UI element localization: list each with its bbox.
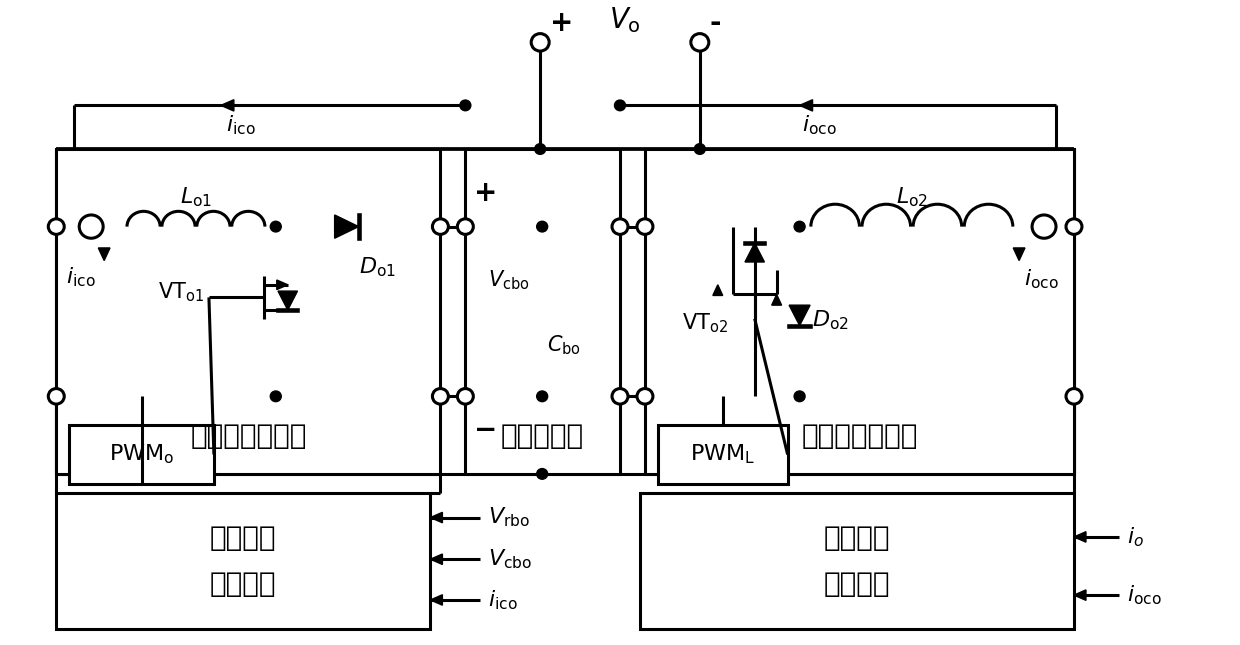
Polygon shape xyxy=(1074,531,1086,542)
Text: $\mathrm{VT}_\mathrm{o1}$: $\mathrm{VT}_\mathrm{o1}$ xyxy=(157,281,203,304)
Bar xyxy=(645,149,1074,474)
Circle shape xyxy=(48,388,64,404)
Text: $i_\mathrm{ico}$: $i_\mathrm{ico}$ xyxy=(489,588,518,611)
Bar xyxy=(465,149,620,474)
Text: −: − xyxy=(474,416,497,444)
Circle shape xyxy=(694,144,706,154)
Text: $i_\mathrm{oco}$: $i_\mathrm{oco}$ xyxy=(1127,583,1162,607)
Circle shape xyxy=(433,388,449,404)
Bar xyxy=(69,426,215,484)
Polygon shape xyxy=(278,291,298,310)
Text: $C_\mathrm{bo}$: $C_\mathrm{bo}$ xyxy=(547,333,582,357)
Text: $\mathrm{PWM_o}$: $\mathrm{PWM_o}$ xyxy=(109,442,175,466)
Bar xyxy=(56,493,430,629)
Text: $L_\mathrm{o1}$: $L_\mathrm{o1}$ xyxy=(180,186,212,209)
Circle shape xyxy=(1066,388,1083,404)
Circle shape xyxy=(1066,219,1083,234)
Text: 快速放电变换器: 快速放电变换器 xyxy=(801,422,918,450)
Polygon shape xyxy=(800,100,812,111)
Polygon shape xyxy=(335,215,358,238)
Text: 平稳充电变换器: 平稳充电变换器 xyxy=(190,422,306,450)
Circle shape xyxy=(458,388,474,404)
Polygon shape xyxy=(430,595,443,605)
Circle shape xyxy=(48,219,64,234)
Circle shape xyxy=(460,100,471,111)
Bar xyxy=(640,493,1074,629)
Text: -: - xyxy=(709,10,722,37)
Text: +: + xyxy=(551,10,574,37)
Polygon shape xyxy=(98,248,110,261)
Circle shape xyxy=(534,144,546,154)
Text: +: + xyxy=(474,179,497,206)
Circle shape xyxy=(537,391,548,402)
Circle shape xyxy=(458,219,474,234)
Polygon shape xyxy=(430,512,443,523)
Polygon shape xyxy=(745,243,764,262)
Circle shape xyxy=(691,34,709,51)
Circle shape xyxy=(637,219,653,234)
Circle shape xyxy=(79,215,103,238)
Text: $D_\mathrm{o2}$: $D_\mathrm{o2}$ xyxy=(811,308,848,332)
Text: $\mathrm{PWM_L}$: $\mathrm{PWM_L}$ xyxy=(691,442,755,466)
Text: $V_\mathrm{o}$: $V_\mathrm{o}$ xyxy=(609,5,641,35)
Text: $i_\mathrm{ico}$: $i_\mathrm{ico}$ xyxy=(67,265,97,289)
Text: $V_\mathrm{cbo}$: $V_\mathrm{cbo}$ xyxy=(489,268,531,292)
Circle shape xyxy=(433,219,449,234)
Circle shape xyxy=(270,391,281,402)
Text: 电容储能器: 电容储能器 xyxy=(501,422,584,450)
Polygon shape xyxy=(1074,590,1086,600)
Circle shape xyxy=(613,219,627,234)
Circle shape xyxy=(794,391,805,402)
Polygon shape xyxy=(789,305,810,326)
Circle shape xyxy=(613,388,627,404)
Polygon shape xyxy=(713,285,723,295)
Text: $i_\mathrm{oco}$: $i_\mathrm{oco}$ xyxy=(802,113,837,137)
Text: $V_\mathrm{rbo}$: $V_\mathrm{rbo}$ xyxy=(489,506,531,530)
Circle shape xyxy=(794,221,805,232)
Text: $\mathrm{VT}_\mathrm{o2}$: $\mathrm{VT}_\mathrm{o2}$ xyxy=(682,312,728,335)
Text: 放电峰値
控制电路: 放电峰値 控制电路 xyxy=(823,524,890,598)
Circle shape xyxy=(270,221,281,232)
Bar xyxy=(658,426,787,484)
Text: $i_\mathrm{oco}$: $i_\mathrm{oco}$ xyxy=(1024,267,1059,291)
Polygon shape xyxy=(771,295,781,305)
Circle shape xyxy=(537,468,548,479)
Polygon shape xyxy=(221,100,234,111)
Text: $D_\mathrm{o1}$: $D_\mathrm{o1}$ xyxy=(358,255,396,279)
Text: $V_\mathrm{cbo}$: $V_\mathrm{cbo}$ xyxy=(489,548,533,571)
Text: 充电双环
控制电路: 充电双环 控制电路 xyxy=(210,524,277,598)
Polygon shape xyxy=(1013,248,1025,261)
Text: $i_\mathrm{ico}$: $i_\mathrm{ico}$ xyxy=(226,113,255,137)
Polygon shape xyxy=(430,554,443,564)
Circle shape xyxy=(615,100,625,111)
Text: $L_\mathrm{o2}$: $L_\mathrm{o2}$ xyxy=(895,186,928,209)
Polygon shape xyxy=(277,280,288,290)
Circle shape xyxy=(537,221,548,232)
Circle shape xyxy=(531,34,549,51)
Text: $i_o$: $i_o$ xyxy=(1127,525,1143,549)
Circle shape xyxy=(637,388,653,404)
Circle shape xyxy=(1032,215,1056,238)
Bar xyxy=(56,149,440,474)
